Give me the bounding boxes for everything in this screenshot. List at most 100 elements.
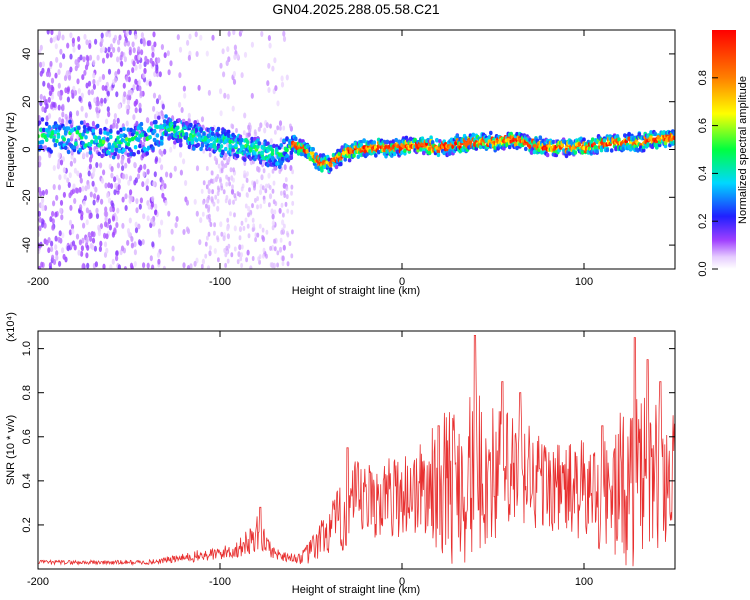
- spectrogram-cell: [50, 240, 54, 247]
- spectrogram-x-ticks: -200 -100 0 100: [27, 30, 593, 288]
- spectrogram-cell: [113, 189, 117, 196]
- spectrogram-cell: [230, 123, 234, 129]
- spectrogram-cell: [166, 50, 170, 57]
- spectrogram-cell: [141, 239, 145, 245]
- spectrogram-cell: [113, 151, 117, 157]
- spectrogram-cell: [198, 239, 202, 246]
- spectrogram-cell: [320, 168, 324, 173]
- spectrogram-cell: [231, 148, 235, 153]
- spectrogram-cell: [182, 85, 186, 92]
- spectrogram-cell: [252, 223, 256, 229]
- spectrogram-cell: [249, 265, 253, 269]
- spectrogram-cell: [49, 149, 53, 154]
- spectrogram-cell: [68, 119, 72, 125]
- spectrogram-cell: [662, 130, 666, 135]
- spectrogram-cell: [84, 135, 88, 140]
- spectrogram-cell: [88, 54, 93, 61]
- spectrogram-cell: [88, 146, 93, 152]
- spectrogram-cell: [103, 232, 107, 239]
- spectrogram-cell: [236, 53, 240, 60]
- spectrogram-cell: [242, 130, 246, 136]
- spectrogram-cell: [229, 167, 233, 173]
- spectrogram-cell: [141, 181, 145, 188]
- spectrogram-cell: [148, 80, 152, 87]
- spectrogram-cell: [65, 119, 69, 125]
- spectrogram-cell: [186, 228, 191, 235]
- spectrogram-cell: [195, 210, 199, 217]
- spectrogram-cell: [420, 142, 425, 147]
- spectrogram-cell: [95, 162, 99, 168]
- spectrogram-cell: [124, 173, 129, 180]
- spectrogram-cell: [130, 136, 135, 142]
- spectrogram-cell: [61, 247, 65, 254]
- spectrogram-cell: [143, 61, 147, 68]
- spectrogram-cell: [201, 211, 205, 217]
- spectrogram-cell: [290, 190, 293, 196]
- spectrogram-cell: [124, 205, 128, 211]
- spectrogram-cell: [66, 177, 70, 184]
- spectrogram-cell: [117, 184, 121, 191]
- spectrogram-cell: [228, 139, 232, 144]
- spectrogram-cell: [84, 185, 88, 192]
- spectrogram-cell: [200, 188, 204, 194]
- spectrogram-cell: [92, 83, 96, 90]
- spectrogram-cell: [160, 164, 164, 171]
- spectrogram-cell: [202, 148, 206, 154]
- spectrogram-cell: [266, 148, 270, 153]
- spectrogram-cell: [220, 185, 224, 191]
- colorbar-tick-label: 0.0: [697, 261, 709, 276]
- spectrogram-cell: [122, 82, 126, 89]
- spectrogram-cell: [249, 124, 252, 130]
- spectrogram-cell: [261, 156, 266, 161]
- spectrogram-cell: [193, 120, 197, 125]
- spectrogram-cell: [115, 174, 119, 181]
- spectrogram-cell: [225, 60, 229, 67]
- spectrogram-cell: [50, 246, 54, 253]
- spectrogram-cell: [232, 30, 236, 36]
- spectrogram-cell: [103, 241, 108, 248]
- spectrogram-cell: [98, 246, 102, 252]
- spectrogram-cell: [115, 250, 119, 257]
- spectrogram-cell: [106, 106, 110, 113]
- spectrogram-cell: [121, 155, 125, 162]
- spectrogram-cell: [649, 135, 653, 140]
- spectrogram-cell: [246, 223, 250, 229]
- spectrogram-cell: [132, 152, 136, 157]
- spectrogram-cell: [214, 194, 218, 200]
- spectrogram-cell: [256, 144, 260, 149]
- spectrogram-cell: [82, 124, 87, 130]
- spectrogram-cell: [117, 68, 121, 75]
- spectrogram-cell: [272, 262, 276, 269]
- spectrogram-cell: [271, 65, 275, 72]
- spectrogram-cell: [119, 127, 123, 132]
- spectrogram-cell: [100, 37, 104, 44]
- spectrogram-cell: [278, 169, 282, 174]
- spectrogram-cell: [392, 151, 397, 157]
- spectrogram-cell: [226, 258, 230, 264]
- spectrogram-cell: [180, 107, 184, 113]
- spectrogram-cell: [106, 192, 110, 199]
- spectrogram-cell: [126, 228, 131, 234]
- spectrogram-cell: [123, 56, 127, 63]
- spectrogram-cell: [284, 201, 288, 207]
- spectrogram-cell: [91, 128, 96, 133]
- spectrogram-cell: [478, 144, 483, 150]
- spectrogram-cell: [280, 190, 283, 196]
- spectrogram-cell: [145, 79, 149, 86]
- spectrogram-cell: [255, 179, 259, 185]
- spectrogram-cell: [265, 122, 269, 129]
- spectrogram-cell: [121, 196, 125, 203]
- spectrogram-cell: [205, 184, 209, 190]
- spectrogram-cell: [365, 152, 369, 157]
- spectrogram-cell: [181, 118, 186, 124]
- spectrogram-cell: [532, 140, 537, 145]
- spectrogram-cell: [38, 155, 42, 162]
- spectrogram-cell: [129, 262, 134, 269]
- spectrogram-cell: [260, 150, 265, 155]
- spectrogram-cell: [276, 100, 280, 107]
- spectrogram-cell: [551, 139, 556, 145]
- spectrogram-cell: [208, 250, 212, 257]
- spectrogram-cell: [178, 46, 183, 53]
- spectrogram-cell: [58, 126, 62, 131]
